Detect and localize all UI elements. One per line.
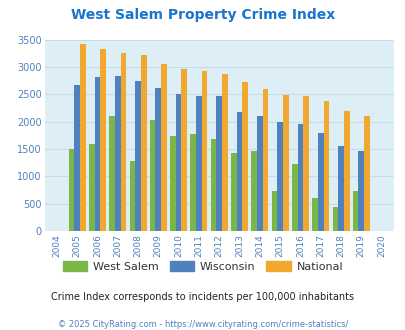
Bar <box>80 44 85 231</box>
Bar <box>343 111 349 231</box>
Bar <box>323 101 328 231</box>
Bar <box>120 53 126 231</box>
Bar <box>291 164 297 231</box>
Legend: West Salem, Wisconsin, National: West Salem, Wisconsin, National <box>58 256 347 276</box>
Bar <box>135 81 141 231</box>
Bar <box>262 89 268 231</box>
Bar <box>256 116 262 231</box>
Bar <box>337 146 343 231</box>
Bar <box>282 95 288 231</box>
Text: Crime Index corresponds to incidents per 100,000 inhabitants: Crime Index corresponds to incidents per… <box>51 292 354 302</box>
Bar <box>141 55 146 231</box>
Bar <box>74 85 80 231</box>
Bar <box>277 122 282 231</box>
Bar <box>251 150 256 231</box>
Bar <box>210 139 216 231</box>
Bar <box>196 96 201 231</box>
Text: © 2025 CityRating.com - https://www.cityrating.com/crime-statistics/: © 2025 CityRating.com - https://www.city… <box>58 320 347 329</box>
Bar <box>216 96 222 231</box>
Bar <box>236 112 242 231</box>
Bar <box>161 64 166 231</box>
Text: West Salem Property Crime Index: West Salem Property Crime Index <box>71 8 334 22</box>
Bar <box>190 134 196 231</box>
Bar <box>201 71 207 231</box>
Bar <box>332 208 337 231</box>
Bar <box>271 191 277 231</box>
Bar <box>303 96 308 231</box>
Bar <box>170 136 175 231</box>
Bar <box>100 49 106 231</box>
Bar <box>115 76 120 231</box>
Bar <box>363 115 369 231</box>
Bar <box>129 161 135 231</box>
Bar <box>181 69 187 231</box>
Bar <box>89 144 94 231</box>
Bar <box>222 74 227 231</box>
Bar <box>358 150 363 231</box>
Bar <box>109 116 115 231</box>
Bar <box>297 124 303 231</box>
Bar <box>242 82 247 231</box>
Bar <box>230 153 236 231</box>
Bar <box>317 133 323 231</box>
Bar <box>155 88 161 231</box>
Bar <box>94 77 100 231</box>
Bar <box>68 149 74 231</box>
Bar <box>149 120 155 231</box>
Bar <box>311 198 317 231</box>
Bar <box>175 94 181 231</box>
Bar <box>352 190 358 231</box>
